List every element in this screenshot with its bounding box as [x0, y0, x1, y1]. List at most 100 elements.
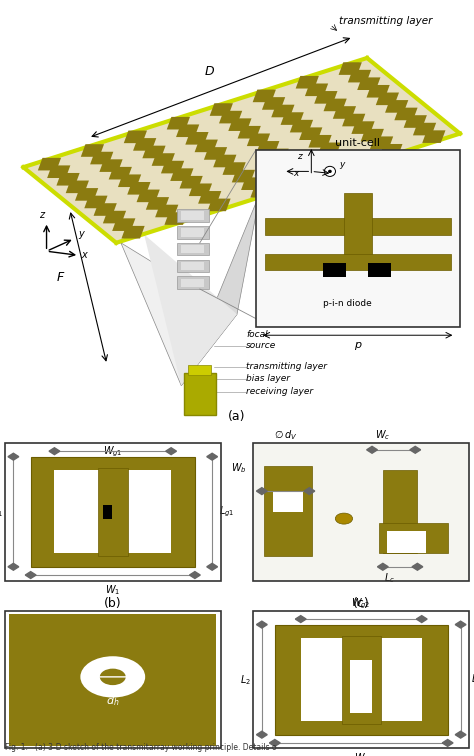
Text: y: y — [79, 228, 84, 238]
Polygon shape — [213, 155, 237, 167]
Bar — [273, 491, 303, 512]
Polygon shape — [49, 448, 60, 454]
Bar — [344, 193, 372, 260]
Bar — [181, 245, 204, 253]
Polygon shape — [410, 446, 420, 454]
Polygon shape — [442, 739, 453, 746]
Bar — [350, 660, 372, 713]
Polygon shape — [366, 446, 377, 454]
Polygon shape — [195, 140, 218, 152]
Polygon shape — [170, 169, 193, 181]
Polygon shape — [351, 121, 374, 134]
Polygon shape — [357, 77, 381, 90]
Polygon shape — [161, 161, 184, 173]
Polygon shape — [416, 615, 427, 622]
Text: y: y — [339, 160, 345, 169]
Circle shape — [335, 513, 353, 524]
Bar — [98, 468, 128, 556]
Circle shape — [328, 169, 332, 173]
Text: $d_h$: $d_h$ — [106, 695, 119, 708]
Polygon shape — [290, 120, 313, 132]
Polygon shape — [207, 563, 218, 570]
Polygon shape — [327, 150, 350, 163]
Text: (c): (c) — [353, 597, 370, 610]
Polygon shape — [66, 181, 89, 193]
Polygon shape — [247, 134, 270, 146]
Polygon shape — [181, 192, 260, 386]
Bar — [323, 263, 346, 277]
Polygon shape — [164, 212, 188, 225]
Polygon shape — [222, 163, 246, 175]
Bar — [387, 531, 426, 553]
Polygon shape — [336, 158, 359, 170]
Bar — [177, 226, 209, 239]
Bar — [177, 209, 209, 222]
Polygon shape — [296, 76, 319, 88]
Polygon shape — [185, 132, 209, 144]
Bar — [181, 278, 204, 287]
Bar — [181, 212, 204, 220]
Bar — [368, 263, 391, 277]
Text: $W_b$: $W_b$ — [231, 461, 247, 475]
Polygon shape — [305, 83, 328, 96]
Polygon shape — [90, 152, 113, 164]
Polygon shape — [25, 572, 36, 578]
Polygon shape — [198, 191, 221, 203]
Polygon shape — [133, 138, 156, 150]
Polygon shape — [342, 113, 365, 126]
Polygon shape — [121, 243, 237, 386]
Bar — [181, 262, 204, 270]
Polygon shape — [253, 89, 276, 102]
Text: $L_1$: $L_1$ — [0, 505, 2, 519]
Bar — [183, 373, 216, 415]
Polygon shape — [228, 119, 252, 131]
Polygon shape — [412, 563, 423, 570]
Polygon shape — [366, 85, 390, 98]
Polygon shape — [385, 100, 408, 113]
Polygon shape — [103, 211, 126, 223]
Polygon shape — [38, 158, 61, 170]
Bar — [181, 228, 204, 237]
Text: $L_c$: $L_c$ — [384, 571, 395, 584]
Polygon shape — [121, 226, 145, 238]
Polygon shape — [190, 572, 201, 578]
Polygon shape — [207, 454, 218, 460]
Polygon shape — [118, 175, 141, 187]
Polygon shape — [208, 199, 231, 211]
Polygon shape — [333, 106, 356, 119]
Text: $L_{g1}$: $L_{g1}$ — [219, 504, 234, 519]
Polygon shape — [124, 131, 147, 143]
Polygon shape — [144, 234, 237, 386]
Polygon shape — [361, 129, 384, 141]
Text: unit-cell: unit-cell — [335, 138, 380, 148]
Text: receiving layer: receiving layer — [246, 387, 313, 396]
Circle shape — [81, 656, 145, 698]
Bar — [301, 638, 422, 721]
Text: (a): (a) — [228, 411, 246, 423]
Text: $W_2$: $W_2$ — [354, 751, 369, 756]
Polygon shape — [152, 153, 175, 166]
Text: focal
source: focal source — [246, 330, 276, 350]
Polygon shape — [379, 144, 402, 156]
Polygon shape — [281, 113, 304, 125]
Polygon shape — [376, 92, 399, 105]
Polygon shape — [56, 173, 80, 185]
Polygon shape — [93, 203, 117, 215]
Bar — [177, 243, 209, 256]
Bar — [342, 636, 381, 723]
Text: bias layer: bias layer — [246, 374, 290, 383]
Polygon shape — [293, 172, 317, 184]
Polygon shape — [109, 167, 132, 179]
Bar — [255, 150, 460, 327]
Text: $W_{g2}$: $W_{g2}$ — [352, 596, 371, 611]
Polygon shape — [237, 126, 261, 138]
Text: p: p — [354, 340, 361, 350]
Text: x: x — [81, 249, 87, 259]
Polygon shape — [155, 205, 178, 217]
Circle shape — [100, 668, 126, 685]
Polygon shape — [262, 97, 285, 110]
Polygon shape — [324, 98, 347, 111]
Bar — [177, 259, 209, 272]
Polygon shape — [377, 563, 388, 570]
Text: (b): (b) — [104, 597, 121, 610]
